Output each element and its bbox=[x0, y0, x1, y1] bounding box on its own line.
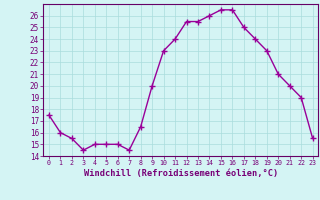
X-axis label: Windchill (Refroidissement éolien,°C): Windchill (Refroidissement éolien,°C) bbox=[84, 169, 278, 178]
